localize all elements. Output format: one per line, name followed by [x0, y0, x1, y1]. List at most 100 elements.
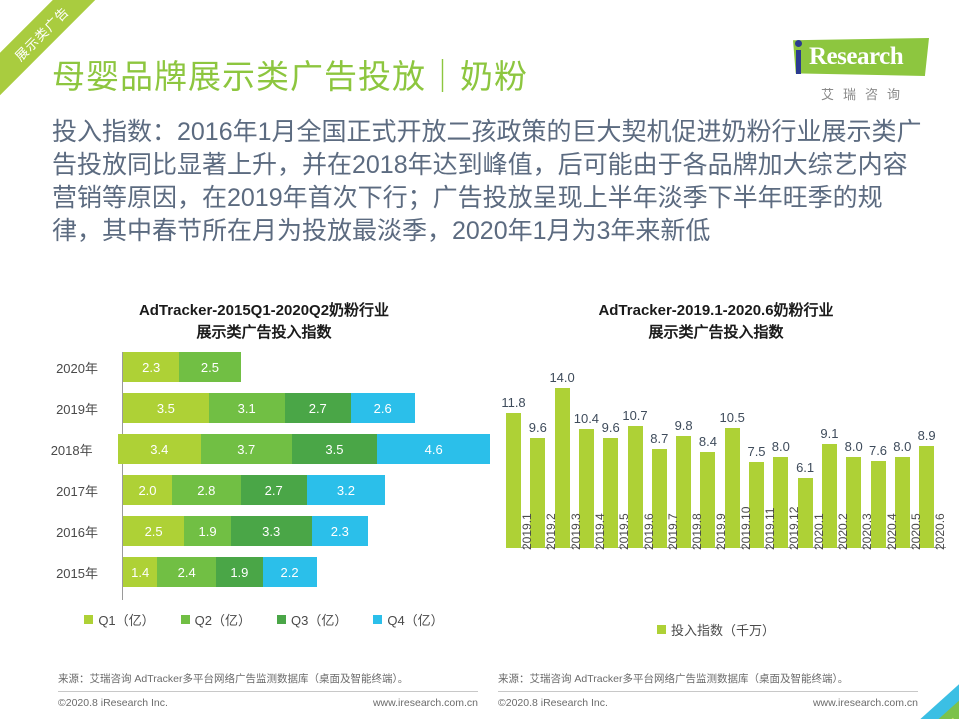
column-bar[interactable]	[506, 413, 521, 548]
right-chart-x-labels: 2019.1 2019.2 2019.3 2019.4 2019.5 2019.6 2019…	[506, 507, 947, 610]
stacked-bar-segment[interactable]: 2.3	[123, 352, 180, 382]
column-bar[interactable]	[821, 444, 837, 548]
x-axis-tick-label: 2019.7	[665, 513, 680, 550]
stacked-bar-segment[interactable]: 2.7	[240, 475, 307, 505]
bar-value-label: 10.7	[622, 407, 648, 423]
stacked-bar-segment[interactable]: 2.2	[262, 557, 317, 587]
column-bar-group: 6.1	[796, 460, 814, 548]
column-bar-group: 10.5	[720, 410, 745, 548]
bar-value-label: 8.7	[650, 430, 669, 446]
column-bar[interactable]	[919, 446, 935, 548]
stacked-bar-segment[interactable]: 3.1	[208, 393, 285, 423]
stacked-bar-segment[interactable]: 2.3	[311, 516, 368, 546]
x-axis-tick-label: 2019.11	[763, 507, 777, 551]
stacked-bar-segment[interactable]: 3.5	[123, 393, 209, 423]
legend-item[interactable]: Q1（亿）	[84, 610, 155, 629]
x-axis-tick-label: 2019.3	[568, 513, 583, 550]
stacked-bar-segment[interactable]: 2.5	[123, 516, 185, 546]
column-bar[interactable]	[627, 425, 643, 548]
column-bar-group: 8.9	[917, 428, 936, 548]
stacked-bar-track: 3.4 3.7 3.5 4.6	[117, 434, 490, 464]
column-bar[interactable]	[578, 429, 594, 548]
column-bar[interactable]	[724, 428, 740, 548]
x-axis-tick-label: 2019.1	[520, 513, 534, 550]
bar-value-label: 8.4	[698, 434, 717, 449]
stacked-bar-segment[interactable]: 2.4	[157, 557, 217, 587]
column-bar-group: 14.0	[549, 370, 575, 548]
stacked-bar-segment[interactable]: 4.6	[377, 434, 490, 464]
stacked-bar-segment[interactable]: 3.4	[117, 434, 201, 464]
stacked-bar-row: 2019年 3.5 3.1 2.7 2.6	[38, 393, 490, 423]
column-bar[interactable]	[554, 388, 570, 548]
legend-item[interactable]: 投入指数（千万）	[656, 620, 775, 639]
bar-category-label: 2020年	[56, 360, 98, 376]
x-axis-tick-label: 2020.1	[811, 513, 826, 550]
column-bar[interactable]	[894, 456, 910, 548]
column-bar-group: 10.4	[574, 411, 599, 548]
legend-swatch-icon	[277, 615, 286, 624]
stacked-bar-segment[interactable]: 2.7	[284, 393, 351, 423]
left-chart-y-axis	[122, 352, 123, 600]
legend-label: Q4（亿）	[387, 613, 444, 628]
stacked-bar-segment[interactable]: 2.5	[179, 352, 241, 382]
stacked-bar-row: 2018年 3.4 3.7 3.5 4.6	[38, 434, 490, 464]
column-bar[interactable]	[773, 456, 789, 548]
column-bar[interactable]	[530, 438, 546, 548]
bar-value-label: 9.8	[674, 418, 693, 433]
column-bar-group: 7.6	[869, 443, 887, 548]
stacked-bar-segment[interactable]: 2.0	[123, 475, 172, 505]
bar-value-label: 8.9	[917, 428, 936, 444]
bar-category-label: 2018年	[50, 442, 93, 458]
bar-category-label: 2017年	[56, 483, 98, 499]
stacked-bar-row: 2017年 2.0 2.8 2.7 3.2	[38, 475, 490, 505]
x-axis-tick-label: 2020.4	[884, 513, 899, 550]
column-bar-group: 8.0	[845, 439, 863, 548]
website-right[interactable]: www.iresearch.com.cn	[812, 697, 918, 709]
stacked-bar-segment[interactable]: 3.5	[291, 434, 378, 464]
column-bar[interactable]	[700, 452, 716, 548]
x-axis-tick-label: 2019.10	[738, 506, 753, 550]
column-bar[interactable]	[797, 478, 813, 548]
page-number: 5	[927, 687, 937, 706]
x-axis-tick-label: 2019.5	[617, 513, 632, 550]
legend-item[interactable]: Q4（亿）	[373, 610, 444, 629]
legend-swatch-icon	[180, 615, 190, 624]
legend-swatch-icon	[84, 615, 94, 624]
column-bar[interactable]	[651, 448, 667, 548]
stacked-bar-segment[interactable]: 3.7	[200, 434, 292, 464]
website-left[interactable]: www.iresearch.com.cn	[372, 697, 478, 709]
stacked-bar-segment[interactable]: 1.9	[184, 516, 231, 546]
column-bar-group: 9.6	[529, 420, 547, 548]
column-bar[interactable]	[603, 438, 619, 548]
logo-i-dot-icon	[795, 40, 802, 47]
left-chart-legend: Q1（亿） Q2（亿） Q3（亿） Q4（亿）	[38, 610, 490, 629]
stacked-bar-segment[interactable]: 3.3	[230, 516, 312, 546]
stacked-bar-segment[interactable]: 1.4	[123, 557, 158, 587]
copyright-right: ©2020.8 iResearch Inc.	[498, 697, 608, 709]
stacked-bar-segment[interactable]: 3.2	[306, 475, 386, 505]
column-bar[interactable]	[676, 436, 692, 548]
x-axis-tick-label: 2019.12	[787, 506, 802, 550]
legend-item[interactable]: Q3（亿）	[277, 610, 347, 629]
x-axis-tick-label: 2019.6	[641, 513, 656, 550]
column-bar[interactable]	[846, 456, 862, 548]
logo-chinese-name: 艾瑞咨询	[820, 87, 909, 102]
copyright-left: ©2020.8 iResearch Inc.	[58, 697, 168, 709]
legend-label: Q2（亿）	[194, 613, 251, 628]
bar-value-label: 9.1	[820, 426, 839, 441]
stacked-bar-segment[interactable]: 1.9	[216, 557, 263, 587]
bar-value-label: 7.5	[747, 444, 766, 460]
iresearch-logo: Research 艾瑞咨询	[771, 38, 931, 103]
stacked-bar-track: 3.5 3.1 2.7 2.6	[123, 393, 415, 423]
column-bar-group: 8.4	[698, 434, 717, 548]
column-bar[interactable]	[870, 461, 886, 548]
stacked-bar-segment[interactable]: 2.6	[350, 393, 415, 423]
legend-label: 投入指数（千万）	[670, 623, 775, 638]
legend-item[interactable]: Q2（亿）	[180, 610, 251, 629]
summary-paragraph: 投入指数：2016年1月全国正式开放二孩政策的巨大契机促进奶粉行业展示类广告投放…	[52, 118, 922, 245]
column-bar[interactable]	[749, 462, 764, 548]
stacked-bar-row: 2015年 1.4 2.4 1.9 2.2	[38, 557, 490, 587]
stacked-bar-segment[interactable]: 2.8	[172, 475, 241, 505]
column-bar-group: 8.7	[650, 430, 669, 548]
